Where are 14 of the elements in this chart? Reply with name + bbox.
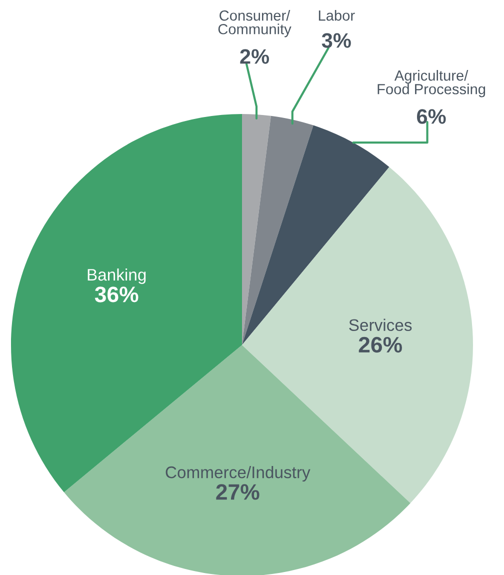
data-label: 27% — [216, 484, 260, 500]
slice-label: Consumer/ Community — [218, 10, 292, 38]
pie-slice — [242, 116, 314, 345]
slice-label: Banking — [88, 268, 146, 284]
data-label: 2% — [240, 49, 270, 64]
slice-label: Services — [349, 318, 412, 332]
data-label: 36% — [94, 286, 138, 302]
data-label: 3% — [322, 33, 351, 48]
slice-label: Labor — [318, 10, 355, 21]
data-label: 26% — [358, 336, 402, 353]
slice-label: Commerce/Industry — [166, 466, 310, 482]
slice-label: Agriculture/ Food Processing — [378, 70, 486, 98]
data-label: 6% — [416, 109, 446, 124]
pie-slice — [242, 114, 271, 345]
